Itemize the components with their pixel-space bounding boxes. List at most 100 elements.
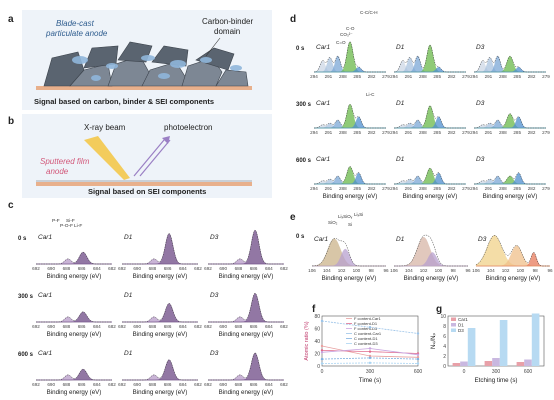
- spectrum-envelope: [394, 234, 468, 267]
- y-tick-label: 40: [314, 339, 320, 345]
- tick-label: 285: [353, 186, 361, 191]
- tick-label: 282: [448, 130, 456, 135]
- xaxis-label: Binding energy (eV): [47, 389, 102, 396]
- tick-label: 291: [405, 74, 413, 79]
- tick-label: 288: [419, 130, 427, 135]
- tick-label: 688: [235, 382, 243, 387]
- tick-label: 682: [108, 382, 116, 387]
- tick-label: 279: [462, 74, 470, 79]
- peak-label: C-O: [346, 26, 355, 31]
- tick-label: 282: [368, 130, 376, 135]
- tick-label: 686: [250, 324, 258, 329]
- tick-label: 282: [368, 186, 376, 191]
- label-sputtered-film: Sputtered film: [40, 157, 90, 166]
- time-label: 0 s: [296, 46, 305, 52]
- y-tick-label: 80: [314, 314, 320, 320]
- tick-label: 294: [470, 186, 478, 191]
- bar: [467, 328, 476, 366]
- sample-label: Car1: [38, 234, 52, 241]
- tick-label: 692: [204, 324, 212, 329]
- tick-label: 288: [499, 74, 507, 79]
- spectrum-c-Car1-2: 692 690 688 686 684 682 Car1: [32, 350, 116, 387]
- legend-entry: F content-D1: [354, 321, 378, 326]
- time-label: 300 s: [18, 294, 34, 300]
- sample-label: Car1: [316, 156, 330, 163]
- tick-label: 688: [235, 324, 243, 329]
- tick-label: 294: [310, 186, 318, 191]
- xaxis-label: Binding energy (eV): [219, 273, 274, 280]
- label-particulate-anode: particulate anode: [45, 29, 108, 38]
- tick-label: 686: [164, 266, 172, 271]
- legend-entry: C content-Car1: [354, 331, 382, 336]
- sputtered-film: [36, 180, 252, 182]
- panel-b-schematic: X-ray beam photoelectron Sputtered filmano…: [22, 114, 272, 198]
- tick-label: 285: [513, 186, 521, 191]
- label-photoelectron: photoelectron: [164, 123, 212, 132]
- film-substrate: [36, 182, 252, 186]
- spectrum-peak-fill: [474, 66, 546, 73]
- spectrum-peak-fill: [208, 229, 284, 265]
- peak-label: Si: [348, 222, 352, 227]
- tick-label: 684: [179, 324, 187, 329]
- tick-label: 96: [383, 268, 389, 273]
- tick-label: 288: [419, 186, 427, 191]
- tick-label: 291: [485, 186, 493, 191]
- data-point: [368, 326, 372, 329]
- legend-entry: F content-D3: [354, 326, 378, 331]
- binder-pointer-line: [205, 37, 221, 57]
- peak-label: P-F: [52, 218, 60, 224]
- bar: [492, 358, 500, 366]
- spectrum-envelope: [474, 172, 546, 185]
- panel-letter-d: d: [290, 14, 296, 25]
- carbon-binder-blob: [106, 63, 118, 69]
- spectrum-d-Car1-1: 294 291 288 285 282 279 Car1: [310, 100, 390, 135]
- data-point: [368, 347, 372, 350]
- tick-label: 682: [280, 324, 288, 329]
- tick-label: 282: [368, 74, 376, 79]
- data-point: [320, 344, 324, 348]
- data-point: [368, 350, 372, 353]
- tick-label: 104: [323, 268, 331, 273]
- tick-label: 279: [382, 74, 390, 79]
- legend-entry: C content-D3: [354, 341, 378, 346]
- spectrum-envelope: [473, 55, 546, 73]
- peak-label: C-C/C-H: [360, 10, 378, 15]
- tick-label: 682: [108, 324, 116, 329]
- tick-label: 684: [93, 382, 101, 387]
- xaxis-label: Binding energy (eV): [219, 389, 274, 396]
- xaxis-label: Binding energy (eV): [47, 331, 102, 338]
- tick-label: 291: [325, 130, 333, 135]
- carbon-binder-blob: [141, 55, 155, 61]
- x-tick-label: 300: [366, 369, 375, 375]
- sample-label: D1: [396, 100, 405, 107]
- tick-label: 285: [513, 74, 521, 79]
- tick-label: 692: [32, 382, 40, 387]
- photoelectron-arrowhead: [162, 136, 170, 144]
- tick-label: 282: [448, 74, 456, 79]
- sample-label: D1: [124, 292, 133, 299]
- spectrum-peak-fill: [122, 233, 198, 265]
- data-point: [416, 362, 420, 365]
- xaxis-label: Binding energy (eV): [486, 275, 541, 282]
- tick-label: 285: [433, 186, 441, 191]
- label-anode: anode: [46, 167, 69, 176]
- y-tick-label: 10: [440, 314, 446, 320]
- data-point: [320, 349, 324, 352]
- tick-label: 682: [194, 266, 202, 271]
- spectrum-c-D1-0: 692 690 688 686 684 682 D1: [118, 233, 202, 271]
- y-tick-label: 2: [443, 354, 446, 360]
- label-domain: domain: [214, 27, 240, 36]
- xaxis-label: Binding energy (eV): [404, 275, 459, 282]
- tick-label: 690: [219, 324, 227, 329]
- x-axis-title: Time (s): [359, 377, 381, 384]
- spectrum-peak-fill: [474, 116, 546, 129]
- tick-label: 690: [133, 266, 141, 271]
- spectrum-envelope: [208, 352, 284, 381]
- spectrum-envelope: [122, 359, 198, 381]
- tick-label: 100: [517, 268, 525, 273]
- tick-label: 279: [542, 74, 550, 79]
- tick-label: 282: [448, 186, 456, 191]
- sample-label: D3: [210, 234, 219, 241]
- carbon-binder-blob: [158, 73, 170, 79]
